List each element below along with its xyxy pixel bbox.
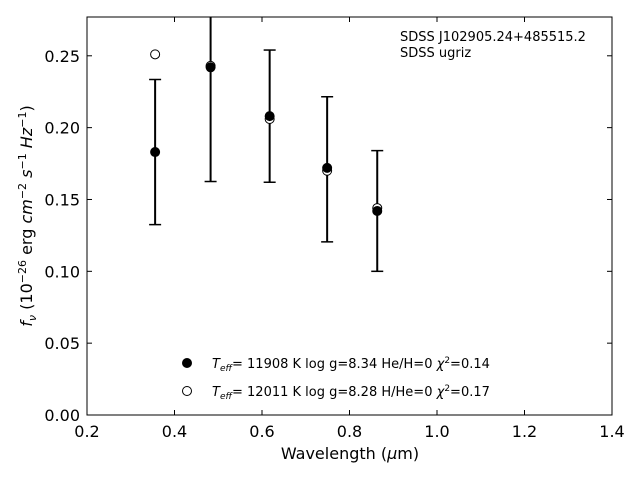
x-axis: 0.2 0.4 0.6 0.8 1.0 1.2 1.4 bbox=[74, 17, 625, 441]
legend-marker-open bbox=[182, 386, 192, 396]
x-tick-label: 1.0 bbox=[424, 422, 449, 441]
point-filled bbox=[205, 62, 216, 73]
y-tick-label: 0.05 bbox=[44, 334, 80, 353]
legend-marker-filled bbox=[182, 358, 192, 368]
x-tick-label: 0.8 bbox=[337, 422, 362, 441]
y-tick-label: 0.10 bbox=[44, 262, 80, 281]
legend: Teff= 11908 K log g=8.34 He/H=0 χ2=0.14 … bbox=[182, 356, 490, 402]
x-axis-label: Wavelength (μm) bbox=[281, 444, 419, 463]
annotation-object: SDSS J102905.24+485515.2 bbox=[400, 30, 586, 45]
point-filled bbox=[322, 162, 333, 173]
x-tick-label: 1.2 bbox=[512, 422, 537, 441]
point-filled bbox=[150, 147, 161, 158]
legend-entry-1: Teff= 11908 K log g=8.34 He/H=0 χ2=0.14 bbox=[212, 356, 490, 374]
x-tick-label: 0.2 bbox=[74, 422, 99, 441]
x-tick-label: 0.4 bbox=[162, 422, 187, 441]
x-tick-label: 1.4 bbox=[599, 422, 624, 441]
x-tick-label: 0.6 bbox=[249, 422, 274, 441]
y-tick-label: 0.15 bbox=[44, 190, 80, 209]
legend-entry-2: Teff= 12011 K log g=8.28 H/He=0 χ2=0.17 bbox=[212, 384, 490, 402]
y-tick-label: 0.00 bbox=[44, 406, 80, 425]
point-filled bbox=[264, 111, 275, 122]
y-axis: 0.00 0.05 0.10 0.15 0.20 0.25 bbox=[44, 47, 612, 425]
y-axis-label: fν (10−26 erg cm−2 s−1 Hz−1) bbox=[16, 105, 39, 326]
plot-area bbox=[86, 16, 613, 416]
data-markers bbox=[150, 49, 383, 216]
annotation-filters: SDSS ugriz bbox=[400, 46, 471, 61]
y-tick-label: 0.25 bbox=[44, 47, 80, 66]
point-filled bbox=[372, 205, 383, 216]
point-open bbox=[150, 49, 161, 60]
y-tick-label: 0.20 bbox=[44, 119, 80, 138]
